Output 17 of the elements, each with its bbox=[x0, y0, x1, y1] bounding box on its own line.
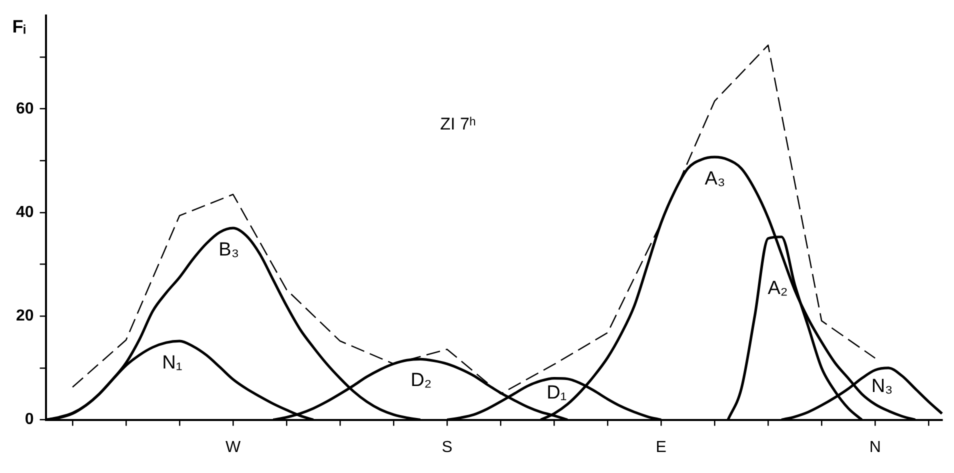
x-tick-label: E bbox=[656, 438, 666, 456]
y-tick-label: 20 bbox=[16, 308, 34, 325]
x-tick-label: W bbox=[226, 438, 242, 456]
y-tick-label: 0 bbox=[24, 411, 34, 428]
y-axis-title: Fᵢ bbox=[12, 16, 26, 37]
series-label: N₁ bbox=[162, 352, 182, 374]
series-label: A₃ bbox=[704, 168, 726, 190]
y-tick-label: 40 bbox=[16, 204, 34, 221]
series-label: D₁ bbox=[546, 382, 567, 404]
x-tick-label: N bbox=[869, 438, 881, 456]
series-label: A₂ bbox=[768, 278, 788, 300]
series-label: N₃ bbox=[871, 376, 893, 397]
series-label: B₃ bbox=[218, 239, 240, 260]
text: ZI 7ʰ bbox=[440, 114, 476, 134]
x-tick-label: S bbox=[442, 438, 452, 456]
series-label: D₂ bbox=[410, 370, 432, 392]
y-tick-label: 60 bbox=[16, 100, 34, 118]
